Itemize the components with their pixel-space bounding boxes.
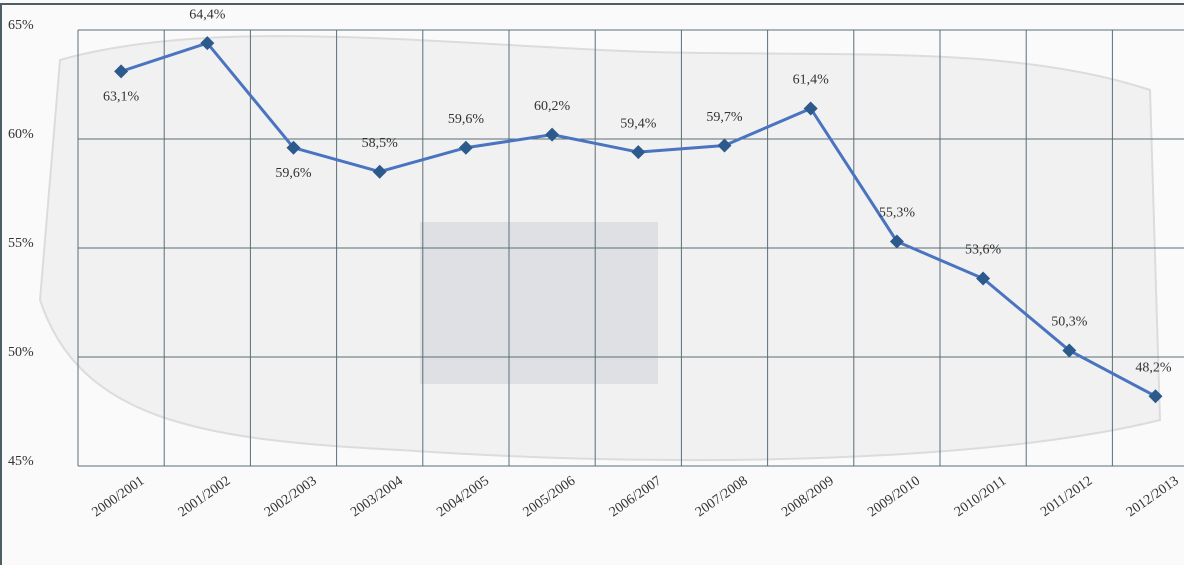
data-label: 50,3%: [1051, 315, 1088, 330]
data-label: 55,3%: [879, 206, 916, 221]
y-tick-label: 60%: [8, 127, 34, 142]
data-point: [372, 164, 387, 179]
data-label: 59,6%: [448, 112, 485, 127]
data-point: [458, 140, 473, 155]
data-point: [545, 127, 560, 142]
data-point: [1148, 389, 1163, 404]
data-label: 59,6%: [275, 166, 312, 181]
data-point: [717, 138, 732, 153]
data-label: 58,5%: [362, 136, 399, 151]
data-point: [200, 36, 215, 51]
data-point: [1062, 343, 1077, 358]
data-label: 64,4%: [189, 7, 226, 22]
data-point: [976, 271, 991, 286]
data-point: [114, 64, 129, 79]
data-label: 59,7%: [706, 110, 743, 125]
data-label: 59,4%: [620, 116, 657, 131]
data-point: [286, 140, 301, 155]
y-tick-label: 45%: [8, 454, 34, 469]
data-point: [889, 234, 904, 249]
watermark: [420, 222, 658, 384]
data-label: 61,4%: [793, 73, 830, 88]
y-tick-label: 50%: [8, 345, 34, 360]
data-label: 63,1%: [103, 90, 140, 105]
y-tick-label: 65%: [8, 18, 34, 33]
data-point: [803, 101, 818, 116]
data-label: 53,6%: [965, 243, 1002, 258]
data-label: 48,2%: [1135, 360, 1172, 375]
data-point: [631, 145, 646, 160]
y-tick-label: 55%: [8, 236, 34, 251]
data-label: 60,2%: [534, 99, 571, 114]
